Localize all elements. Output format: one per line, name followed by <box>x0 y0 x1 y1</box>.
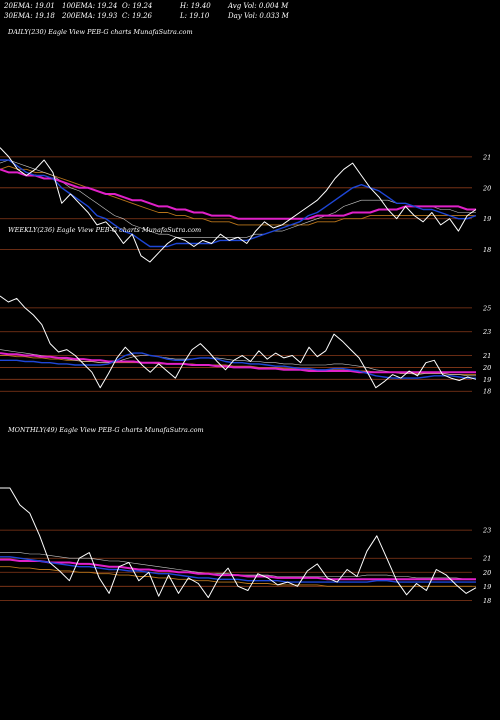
y-tick-label: 18 <box>483 597 491 605</box>
stat-200ema: 200EMA: 19.93 <box>62 12 118 20</box>
y-tick-label: 19 <box>483 376 491 384</box>
stat-high: H: 19.40 <box>180 2 211 10</box>
series-line-price <box>0 295 477 389</box>
y-tick-label: 25 <box>482 304 491 312</box>
stat-close: C: 19.26 <box>122 12 152 20</box>
series-line-ema-brown <box>0 566 476 587</box>
stat-low: L: 19.10 <box>180 12 210 20</box>
series-line-price <box>0 487 477 599</box>
weekly-chart-title: WEEKLY(236) Eagle View PEB-G charts Muna… <box>8 226 201 234</box>
y-tick-label: 21 <box>482 153 491 161</box>
stat-avg-vol: Avg Vol: 0.004 M <box>228 2 289 10</box>
series-line-ema-fast <box>0 352 476 379</box>
y-tick-label: 18 <box>483 246 491 254</box>
monthly-chart-title: MONTHLY(49) Eagle View PEB-G charts Muna… <box>7 426 204 434</box>
stat-30ema: 30EMA: 19.18 <box>4 12 55 20</box>
y-tick-label: 18 <box>483 388 491 396</box>
y-tick-label: 21 <box>482 352 491 360</box>
y-tick-label: 19 <box>483 215 491 223</box>
series-line-ema-slow <box>0 168 476 220</box>
stat-20ema: 20EMA: 19.01 <box>4 2 55 10</box>
series-line-ema-brown <box>0 165 476 226</box>
series-line-price <box>0 147 477 263</box>
daily-chart-title: DAILY(230) Eagle View PEB-G charts Munaf… <box>7 28 193 36</box>
y-tick-label: 20 <box>482 184 491 192</box>
y-tick-label: 23 <box>482 527 491 535</box>
stat-open: O: 19.24 <box>122 2 153 10</box>
y-tick-label: 19 <box>483 583 491 591</box>
y-tick-label: 23 <box>482 328 491 336</box>
y-tick-label: 20 <box>482 569 491 577</box>
series-line-ema-slow <box>0 558 476 581</box>
y-tick-label: 21 <box>482 555 491 563</box>
series-line-ema-fast <box>0 159 477 248</box>
stats-header: 20EMA: 19.01 100EMA: 19.24 O: 19.24 H: 1… <box>0 0 500 22</box>
stat-day-vol: Day Vol: 0.033 M <box>228 12 289 20</box>
series-line-ema-fast <box>0 556 476 583</box>
stat-100ema: 100EMA: 19.24 <box>62 2 118 10</box>
y-tick-label: 20 <box>482 364 491 372</box>
